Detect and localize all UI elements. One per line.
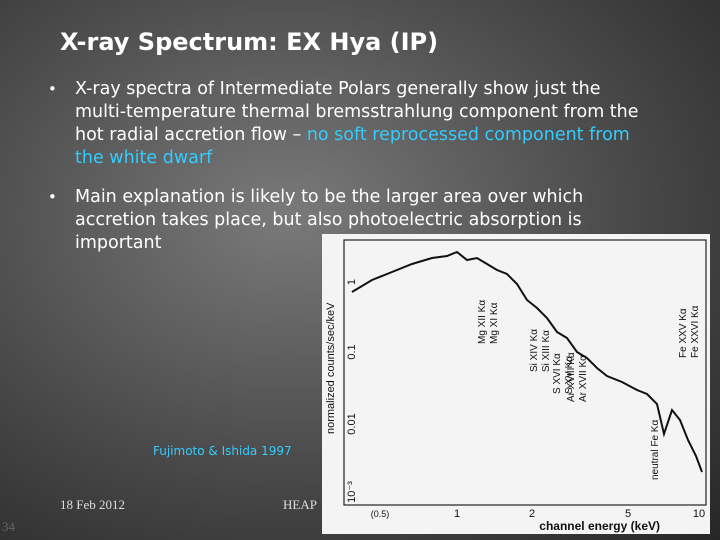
footer-date: 18 Feb 2012 bbox=[60, 497, 125, 512]
x-ticks: (0.5) 1 2 5 10 bbox=[371, 508, 705, 520]
x-tick-label: (0.5) bbox=[371, 509, 390, 519]
line-label: Fe XXVI Kα bbox=[690, 305, 701, 358]
spectrum-figure: normalized counts/sec/keV channel energy… bbox=[322, 234, 710, 534]
y-tick-label: 0.1 bbox=[346, 344, 358, 359]
x-tick-label: 10 bbox=[693, 508, 705, 520]
line-label: Mg XII Kα bbox=[477, 300, 488, 344]
line-label: S XV Kα bbox=[564, 356, 575, 394]
x-axis-label: channel energy (keV) bbox=[539, 519, 660, 533]
y-tick-label: 1 bbox=[346, 279, 358, 285]
plot-frame bbox=[343, 239, 707, 506]
y-axis-label: normalized counts/sec/keV bbox=[325, 302, 337, 434]
line-labels: Mg XI Kα Mg XII Kα Si XIII Kα Si XIV Kα … bbox=[477, 300, 701, 480]
line-label: S XVI Kα bbox=[552, 353, 563, 394]
y-tick-label: 10⁻³ bbox=[346, 481, 358, 503]
line-label: Si XIII Kα bbox=[541, 330, 552, 372]
bullet-text: Main explanation is likely to be the lar… bbox=[75, 187, 584, 253]
bullet-highlight: no soft reprocessed component from the w… bbox=[75, 125, 630, 168]
bullet-text: X-ray spectra of Intermediate Polars gen… bbox=[75, 79, 639, 145]
bullet: Main explanation is likely to be the lar… bbox=[48, 186, 645, 255]
line-label: Fe XXV Kα bbox=[678, 308, 689, 358]
title: X-ray Spectrum: EX Hya (IP) bbox=[60, 28, 439, 56]
line-label: Ar XVII Kα bbox=[578, 355, 589, 402]
page-number: 34 bbox=[2, 519, 15, 534]
line-label: Ar XVIII Kα bbox=[566, 352, 577, 402]
spectrum-curve bbox=[351, 250, 703, 473]
x-tick-label: 1 bbox=[454, 508, 460, 520]
caption: Fujimoto & Ishida 1997 bbox=[153, 444, 292, 458]
figure-background bbox=[322, 234, 710, 534]
x-tick-label: 2 bbox=[529, 508, 535, 520]
line-label: Si XIV Kα bbox=[529, 329, 540, 372]
y-ticks: 1 0.1 0.01 10⁻³ bbox=[346, 279, 358, 503]
line-label: Mg XI Kα bbox=[489, 302, 500, 344]
bullet: X-ray spectra of Intermediate Polars gen… bbox=[48, 78, 645, 170]
x-tick-label: 5 bbox=[625, 508, 631, 520]
line-label: neutral Fe Kα bbox=[650, 420, 661, 480]
y-tick-label: 0.01 bbox=[346, 413, 358, 434]
footer-event: HEAP bbox=[283, 497, 317, 512]
